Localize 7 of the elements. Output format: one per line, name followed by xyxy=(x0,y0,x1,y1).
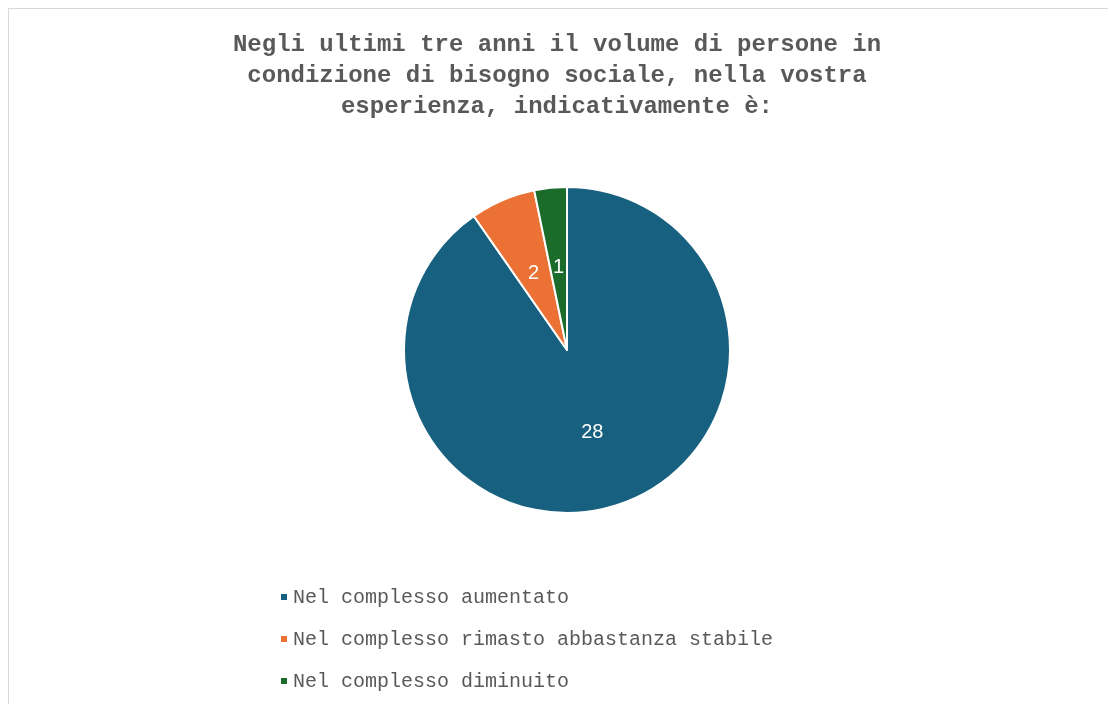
data-label: 2 xyxy=(528,261,540,284)
legend-label: Nel complesso aumentato xyxy=(293,585,570,609)
data-label: 28 xyxy=(581,419,604,442)
data-label: 1 xyxy=(552,254,565,277)
chart-title: Negli ultimi tre anni il volume di persone in condizione di bisogno sociale, nella vostra esperienza, indicativamente è: xyxy=(231,30,883,122)
legend-label: Nel complesso diminuito xyxy=(293,669,570,693)
legend-label: Nel complesso rimasto abbastanza stabile xyxy=(293,627,774,651)
